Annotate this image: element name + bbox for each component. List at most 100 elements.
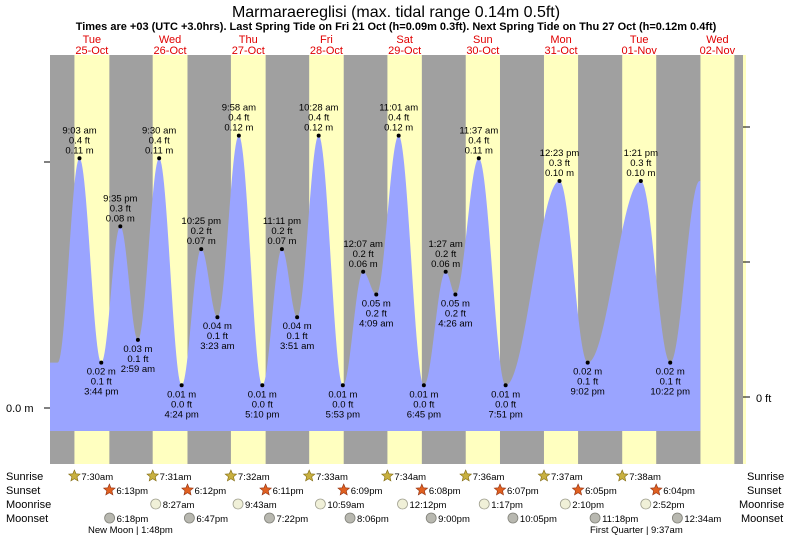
- tide-extreme-dot: [361, 269, 366, 274]
- axes: 0.0 m 0 ft: [6, 126, 771, 415]
- tide-extreme-dot: [374, 292, 379, 297]
- tide-extreme-ft: 0.0 ft: [171, 399, 192, 410]
- tide-extremes: 9:03 am0.4 ft0.11 m0.02 m0.1 ft3:44 pm9:…: [62, 103, 690, 421]
- tide-extreme-dot: [316, 133, 321, 138]
- sunrise-time: 7:31am: [160, 472, 192, 483]
- sunrise-time: 7:37am: [551, 472, 583, 483]
- tide-extreme-ft: 0.1 ft: [287, 331, 308, 342]
- tide-extreme-dot: [99, 360, 104, 365]
- moonset-icon: [425, 512, 437, 524]
- moonrise-icon: [314, 498, 326, 510]
- tide-extreme-time: 11:01 am: [379, 103, 418, 114]
- tide-extreme-time: 10:28 am: [299, 103, 339, 114]
- tide-extreme-time: 9:58 am: [222, 103, 256, 114]
- day-header-date: 28-Oct: [310, 45, 343, 57]
- row-label-moonrise-right: Moonrise: [739, 499, 784, 511]
- tide-extreme-ft: 0.4 ft: [149, 135, 170, 146]
- tide-extreme-dot: [295, 315, 300, 320]
- moonrise-time: 2:52pm: [653, 500, 685, 511]
- tide-extreme-ft: 0.1 ft: [127, 354, 148, 365]
- moonrise-icon: [559, 498, 571, 510]
- sunset-icon: [181, 483, 194, 496]
- day-header-dow: Mon: [550, 34, 571, 46]
- tide-extreme-dot: [396, 133, 401, 138]
- tide-extreme-dot: [77, 156, 82, 161]
- day-header-dow: Fri: [320, 34, 333, 46]
- tide-extreme-ft: 0.2 ft: [445, 309, 466, 320]
- tide-extreme-dot: [157, 156, 162, 161]
- sunset-icon: [259, 483, 273, 496]
- tide-extreme-m: 0.02 m: [87, 367, 116, 378]
- tide-extreme-ft: 0.0 ft: [332, 399, 353, 410]
- moonset-time: 6:47pm: [196, 514, 228, 525]
- sunset-time: 6:11pm: [273, 486, 304, 497]
- row-label-sunrise-left: Sunrise: [6, 471, 43, 483]
- tide-extreme-dot: [453, 292, 458, 297]
- moonrise-icon: [232, 498, 244, 510]
- tide-extreme-m: 0.01 m: [248, 389, 277, 400]
- sunset-icon: [493, 483, 507, 496]
- day-header-date: 31-Oct: [545, 45, 578, 57]
- tide-extreme-ft: 0.4 ft: [468, 135, 489, 146]
- tide-extreme-time: 6:45 pm: [407, 409, 441, 420]
- moonset-time: 10:05pm: [520, 514, 557, 525]
- tide-extreme-dot: [557, 179, 562, 183]
- tide-extreme-m: 0.11 m: [65, 145, 93, 156]
- moonset-icon: [589, 512, 601, 524]
- moon-phase-first-quarter: First Quarter | 9:37am: [590, 525, 683, 536]
- tide-extreme-dot: [260, 383, 265, 388]
- tide-extreme-m: 0.02 m: [656, 367, 685, 378]
- tide-extreme-time: 5:53 pm: [326, 409, 360, 420]
- moonset-icon: [264, 512, 275, 524]
- tide-extreme-dot: [118, 224, 123, 229]
- moonset-time: 12:34am: [684, 514, 721, 525]
- tide-extreme-ft: 0.2 ft: [353, 249, 374, 260]
- tide-extreme-m: 0.12 m: [304, 123, 333, 134]
- tide-extreme-ft: 0.3 ft: [110, 203, 131, 214]
- moonset-time: 11:18pm: [602, 514, 638, 525]
- moonset-time: 9:00pm: [438, 514, 470, 525]
- sunrise-time: 7:36am: [473, 472, 505, 483]
- sunrise-icon: [459, 469, 473, 482]
- sunrise-time: 7:33am: [316, 472, 348, 483]
- tide-extreme-m: 0.08 m: [106, 213, 135, 224]
- tide-extreme-m: 0.11 m: [145, 145, 173, 156]
- day-header-date: 27-Oct: [232, 45, 265, 57]
- tide-extreme-dot: [585, 360, 590, 365]
- tide-extreme-time: 12:07 am: [343, 239, 383, 250]
- tide-extreme-dot: [503, 383, 508, 388]
- tide-extreme-dot: [421, 383, 426, 388]
- tide-extreme-dot: [199, 247, 204, 252]
- row-label-moonset-right: Moonset: [741, 513, 783, 525]
- tide-extreme-time: 11:37 am: [459, 125, 498, 136]
- tide-extreme-m: 0.01 m: [167, 389, 196, 400]
- tide-extreme-m: 0.11 m: [465, 145, 493, 156]
- tide-extreme-ft: 0.0 ft: [495, 399, 516, 410]
- sunset-time: 6:09pm: [351, 486, 383, 497]
- tide-extreme-dot: [476, 156, 481, 161]
- sunrise-time: 7:38am: [629, 472, 661, 483]
- tide-extreme-ft: 0.3 ft: [630, 158, 651, 169]
- sunset-icon: [337, 483, 351, 496]
- tide-extreme-ft: 0.0 ft: [252, 399, 273, 410]
- tide-extreme-m: 0.07 m: [187, 236, 216, 247]
- sunrise-icon: [302, 469, 316, 482]
- tide-extreme-time: 4:24 pm: [164, 409, 198, 420]
- plot-area: 9:03 am0.4 ft0.11 m0.02 m0.1 ft3:44 pm9:…: [50, 55, 746, 464]
- sunset-time: 6:07pm: [507, 486, 539, 497]
- sunrise-icon: [615, 469, 629, 482]
- moon-phase-new: New Moon | 1:48pm: [88, 525, 173, 536]
- tide-area: [50, 135, 701, 431]
- day-header-dow: Wed: [159, 34, 181, 46]
- sunset-icon: [649, 483, 663, 496]
- sunrise-time: 7:34am: [394, 472, 426, 483]
- tide-extreme-time: 1:21 pm: [624, 148, 658, 159]
- tide-extreme-dot: [236, 133, 241, 138]
- tide-extreme-m: 0.02 m: [573, 367, 602, 378]
- moonset-time: 8:06pm: [357, 514, 389, 525]
- tide-extreme-time: 12:23 pm: [540, 148, 580, 159]
- tide-extreme-m: 0.05 m: [362, 299, 391, 310]
- moonrise-icon: [397, 498, 408, 510]
- moonset-icon: [507, 512, 519, 524]
- tide-extreme-m: 0.06 m: [431, 259, 460, 270]
